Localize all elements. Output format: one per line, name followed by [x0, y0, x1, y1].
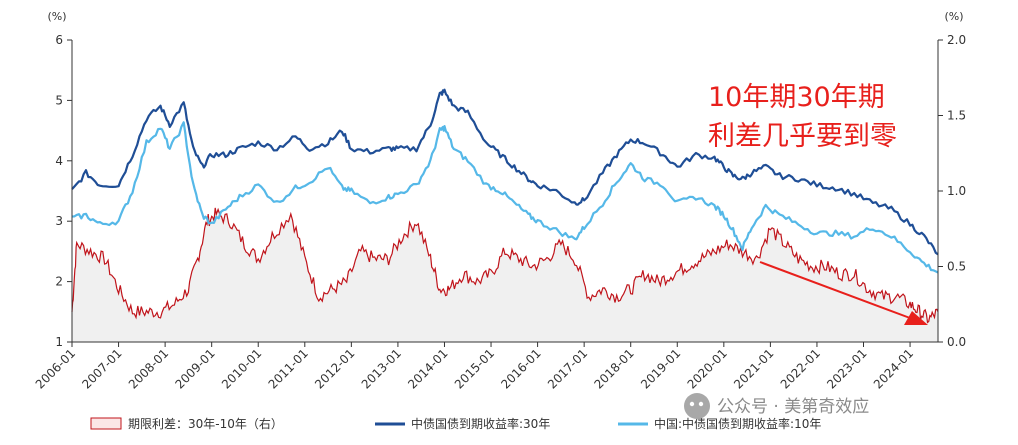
annotation-arrow [759, 261, 928, 325]
annotation: 10年期30年期 利差几乎要到零 [708, 82, 897, 152]
x-tick-label: 2024-01 [871, 346, 916, 391]
right-tick-label: 0.0 [947, 335, 966, 349]
left-tick-label: 2 [55, 275, 63, 289]
watermark: 公众号 · 美第奇效应 [684, 393, 869, 419]
x-tick-label: 2019-01 [638, 346, 683, 391]
x-tick-label: 2008-01 [126, 346, 171, 391]
x-tick-label: 2007-01 [79, 346, 124, 391]
left-tick-group: 1 2 3 4 5 6 [55, 33, 72, 349]
x-tick-label: 2018-01 [591, 346, 636, 391]
series-line-30y [71, 88, 939, 256]
x-tick-label: 2015-01 [452, 346, 497, 391]
series-line-10y [71, 121, 939, 274]
spread-area-fill [72, 207, 938, 342]
right-tick-group: 0.0 0.5 1.0 1.5 2.0 [938, 33, 966, 349]
wechat-icon-eye-left [689, 401, 695, 407]
x-tick-group: 2006-01 2007-01 2008-01 2009-01 2010-01 2011-… [33, 342, 916, 392]
x-tick-label: 2020-01 [685, 346, 730, 391]
legend-label-10y: 中国:中债国债到期收益率:10年 [654, 416, 821, 431]
left-tick-label: 4 [55, 154, 63, 168]
right-tick-label: 0.5 [947, 260, 966, 274]
arrow-head [904, 311, 928, 325]
x-tick-label: 2012-01 [312, 346, 357, 391]
x-tick-label: 2017-01 [545, 346, 590, 391]
left-tick-label: 6 [55, 33, 63, 47]
spread-area-layer [71, 207, 939, 342]
annotation-line-1: 10年期30年期 [708, 82, 885, 113]
x-tick-label: 2014-01 [405, 346, 450, 391]
right-axis-unit: (%) [944, 10, 963, 23]
right-tick-label: 2.0 [947, 33, 966, 47]
x-tick-label: 2006-01 [33, 346, 78, 391]
legend-swatch-spread [90, 417, 122, 430]
wechat-icon-eye-right [698, 401, 704, 407]
left-axis-unit: (%) [47, 10, 66, 23]
watermark-text: 公众号 · 美第奇效应 [717, 397, 869, 417]
spread-series-line [71, 207, 939, 324]
x-tick-label: 2023-01 [824, 346, 869, 391]
x-tick-label: 2022-01 [778, 346, 823, 391]
legend: 期限利差：30年-10年（右） 中债国债到期收益率:30年 中国:中债国债到期收… [90, 416, 821, 431]
x-tick-label: 2011-01 [266, 346, 311, 391]
left-tick-label: 5 [55, 93, 63, 107]
x-tick-label: 2009-01 [172, 346, 217, 391]
wechat-icon [684, 393, 710, 419]
arrow-shaft [759, 261, 911, 319]
x-tick-label: 2021-01 [731, 346, 776, 391]
left-tick-label: 1 [55, 335, 63, 349]
legend-label-spread: 期限利差：30年-10年（右） [128, 416, 283, 431]
left-tick-label: 3 [55, 214, 63, 228]
right-tick-label: 1.0 [947, 184, 966, 198]
annotation-line-2: 利差几乎要到零 [708, 121, 897, 152]
series-lines-layer [71, 88, 939, 274]
x-tick-label: 2013-01 [359, 346, 404, 391]
x-tick-label: 2016-01 [498, 346, 543, 391]
legend-label-30y: 中债国债到期收益率:30年 [411, 416, 550, 431]
right-tick-label: 1.5 [947, 109, 966, 123]
x-tick-label: 2010-01 [219, 346, 264, 391]
